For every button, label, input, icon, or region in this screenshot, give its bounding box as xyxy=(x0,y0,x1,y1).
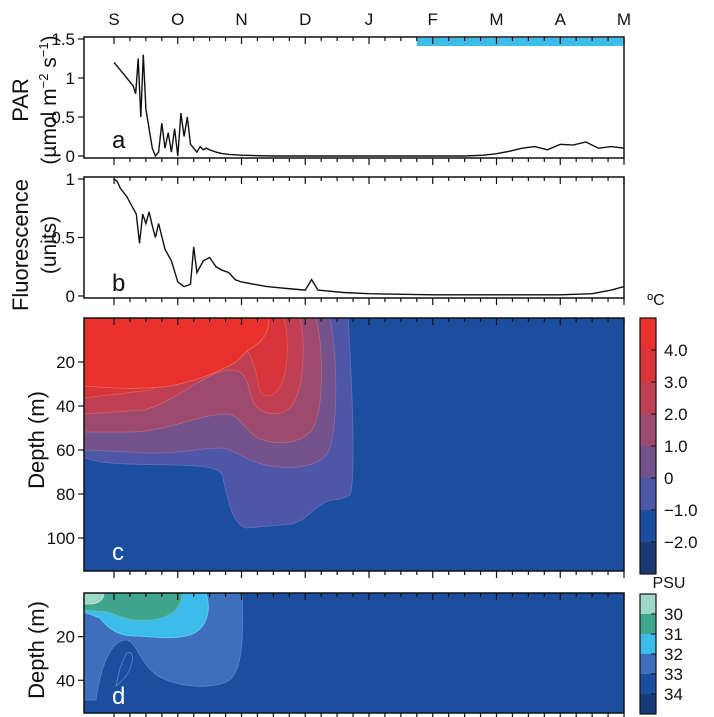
panel-d-letter: d xyxy=(112,683,125,710)
sal-band-30 xyxy=(84,593,183,621)
month-label: S xyxy=(108,10,119,29)
colorbar-swatch xyxy=(640,594,656,615)
colorbar-label: 34 xyxy=(664,685,683,704)
panel-b: 00.51 b Fluorescence (units) xyxy=(8,170,625,311)
temperature-contours xyxy=(84,318,624,571)
panel-a-letter: a xyxy=(112,127,126,154)
y-tick-label: 60 xyxy=(56,441,75,460)
fluorescence-line xyxy=(113,178,625,296)
colorbar-label: 2.0 xyxy=(664,405,688,424)
y-tick-label: 0 xyxy=(66,147,75,166)
panel-a-ylabel-2: (µmol m−2 s−1) xyxy=(36,35,61,164)
colorbar-label: 32 xyxy=(664,645,683,664)
panel-a-frame xyxy=(83,36,625,159)
month-label: D xyxy=(299,10,311,29)
panel-c-ylabel: Depth (m) xyxy=(24,391,49,489)
colorbar-label: 0 xyxy=(664,469,673,488)
month-label: N xyxy=(235,10,247,29)
salinity-contours xyxy=(84,593,624,713)
y-tick-label: 20 xyxy=(56,628,75,647)
temperature-colorbar: 4.0 3.0 2.0 1.0 0 −1.0 −2.0 xyxy=(639,317,698,575)
colorbar-swatch xyxy=(640,694,656,715)
panel-c-xticks xyxy=(113,318,625,578)
panel-b-ylabel-1: Fluorescence xyxy=(8,179,33,311)
salinity-colorbar-unit: PSU xyxy=(653,575,686,592)
panel-b-frame xyxy=(83,176,625,299)
colorbar-label: 3.0 xyxy=(664,373,688,392)
panel-b-ylabel-2: (units) xyxy=(38,216,61,274)
panel-a: 0 0.5 1 1.5 a PAR (µmol m−2 s−1) xyxy=(8,30,625,166)
colorbar-swatch xyxy=(640,414,656,447)
y-tick-label: 40 xyxy=(56,671,75,690)
panel-a-yticks: 0 0.5 1 1.5 xyxy=(51,30,84,166)
month-label: M xyxy=(617,10,631,29)
y-tick-label: 0.5 xyxy=(51,229,75,248)
panel-c-yticks: 20 40 60 80 100 xyxy=(47,353,84,548)
month-label: J xyxy=(365,10,374,29)
ice-bar xyxy=(416,38,623,46)
y-tick-label: 1 xyxy=(66,170,75,189)
month-label: F xyxy=(428,10,438,29)
colorbar-swatch xyxy=(640,542,656,575)
y-tick-label: 0 xyxy=(66,287,75,306)
y-tick-label: 100 xyxy=(47,529,75,548)
colorbar-swatch xyxy=(640,446,656,479)
colorbar-swatch xyxy=(640,350,656,383)
colorbar-swatch xyxy=(640,318,656,351)
y-tick-label: 1.5 xyxy=(51,30,75,49)
temp-band-4 xyxy=(84,318,269,389)
panel-b-yticks: 00.51 xyxy=(51,170,84,306)
panel-c-letter: c xyxy=(112,539,124,566)
colorbar-swatch xyxy=(640,634,656,655)
temperature-colorbar-unit: ºC xyxy=(647,292,664,309)
colorbar-swatch xyxy=(640,674,656,695)
panel-a-ylabel-mid: s xyxy=(38,57,61,73)
colorbar-swatch xyxy=(640,382,656,415)
panel-d-frame xyxy=(83,592,625,714)
panel-a-xticks xyxy=(113,37,625,165)
colorbar-label: −1.0 xyxy=(664,501,698,520)
panel-a-ylabel-2a: (µmol m xyxy=(38,88,61,164)
y-tick-label: 40 xyxy=(56,397,75,416)
colorbar-swatch xyxy=(640,510,656,543)
panel-b-letter: b xyxy=(112,270,125,297)
panel-a-ylabel-end: ) xyxy=(38,35,61,42)
colorbar-swatch xyxy=(640,478,656,511)
month-label: O xyxy=(171,10,184,29)
y-tick-label: 0.5 xyxy=(51,108,75,127)
panel-a-ylabel-sup1: −2 xyxy=(36,74,51,89)
colorbar-label: 33 xyxy=(664,665,683,684)
panel-b-xticks xyxy=(113,177,625,305)
colorbar-label: 30 xyxy=(664,605,683,624)
y-tick-label: 1 xyxy=(66,69,75,88)
panel-c: 20 40 60 80 100 c Depth (m) 4.0 3.0 2.0 1.0 0 −1.… xyxy=(24,292,698,578)
par-line xyxy=(113,54,625,158)
colorbar-label: 4.0 xyxy=(664,341,688,360)
y-tick-label: 80 xyxy=(56,485,75,504)
month-label: A xyxy=(555,10,567,29)
sal-plume xyxy=(115,652,133,687)
colorbar-label: 1.0 xyxy=(664,437,688,456)
colorbar-label: −2.0 xyxy=(664,533,698,552)
panel-d-xticks xyxy=(113,593,625,717)
panel-d-ylabel: Depth (m) xyxy=(24,601,49,699)
panel-a-ylabel-sup2: −1 xyxy=(36,42,51,57)
panel-a-ylabel-1: PAR xyxy=(8,78,33,122)
colorbar-swatch xyxy=(640,614,656,635)
colorbar-swatch xyxy=(640,654,656,675)
colorbar-label: 31 xyxy=(664,625,683,644)
month-label: M xyxy=(489,10,503,29)
y-tick-label: 20 xyxy=(56,353,75,372)
panel-c-frame xyxy=(83,317,625,572)
